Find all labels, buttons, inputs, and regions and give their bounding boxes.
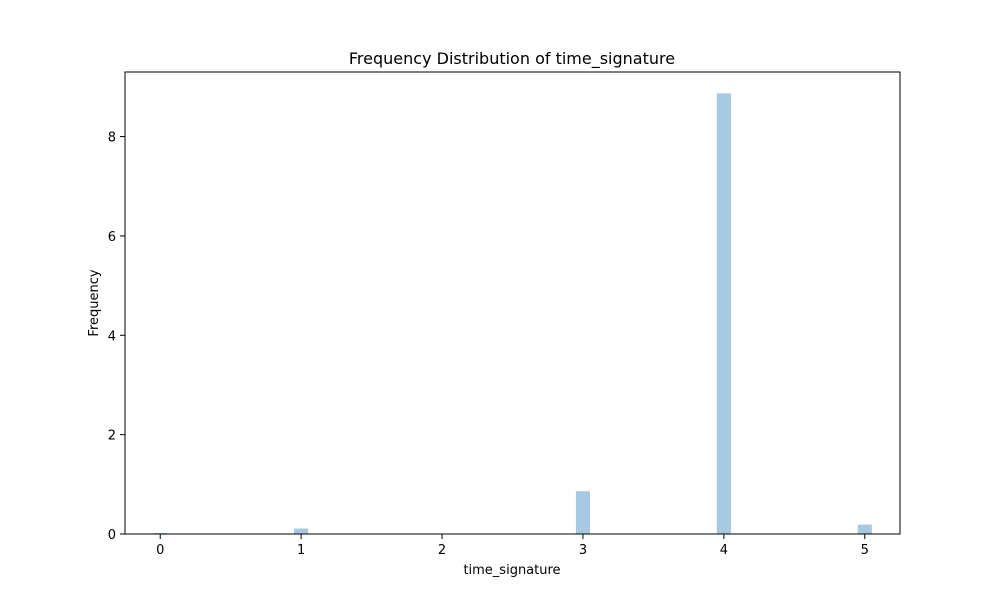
plot-frame	[124, 71, 901, 535]
x-tick-label-2: 2	[438, 543, 446, 558]
histogram-bar-3	[716, 93, 731, 534]
x-tick-label-0: 0	[156, 543, 164, 558]
x-axis-ticks: 0 1 2 3 4 5	[156, 534, 869, 558]
x-tick-label-1: 1	[297, 543, 305, 558]
chart-title: Frequency Distribution of time_signature	[349, 49, 675, 69]
histogram-bar-2	[575, 491, 590, 534]
y-tick-label-2: 4	[108, 329, 116, 344]
bars-group	[153, 93, 872, 534]
x-tick-label-5: 5	[861, 543, 869, 558]
y-axis-ticks: 0 2 4 6 8	[108, 131, 125, 543]
y-tick-label-3: 6	[108, 230, 116, 245]
y-tick-label-0: 0	[108, 528, 116, 543]
x-tick-label-3: 3	[579, 543, 587, 558]
y-tick-label-1: 2	[108, 429, 116, 444]
y-tick-label-4: 8	[108, 131, 116, 146]
histogram-bar-4	[857, 524, 872, 534]
y-axis-title: Frequency	[87, 269, 102, 336]
x-axis-title: time_signature	[463, 563, 560, 578]
x-tick-label-4: 4	[720, 543, 728, 558]
histogram-bar-1	[294, 528, 309, 534]
